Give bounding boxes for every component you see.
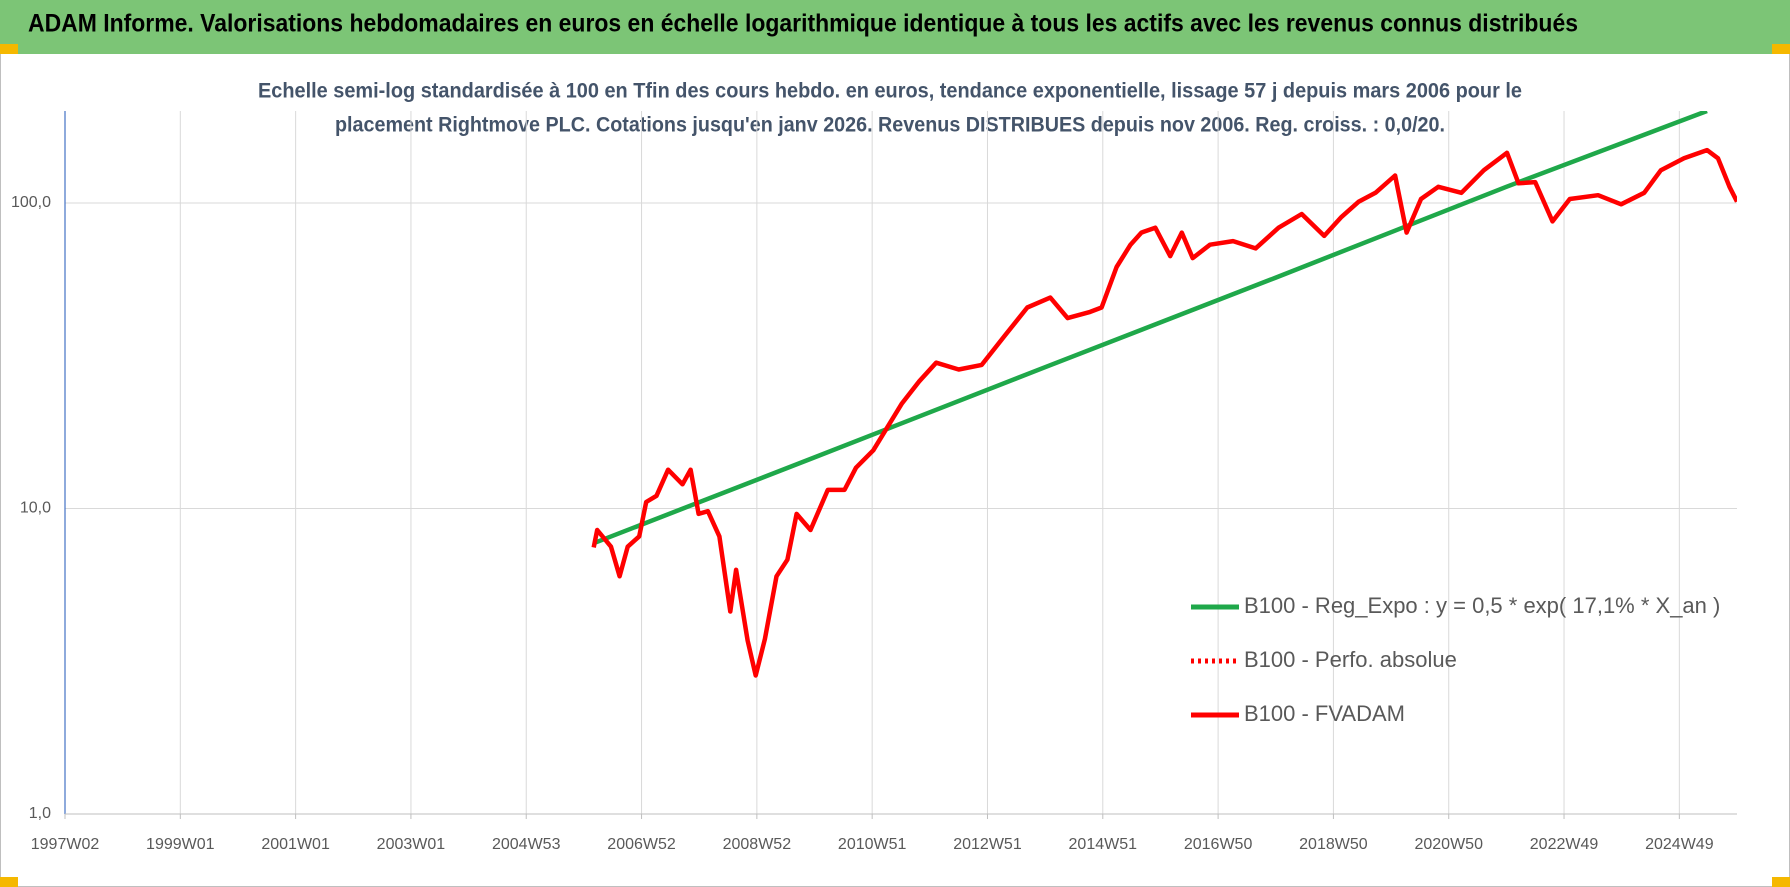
x-tick-label: 2012W51 bbox=[953, 836, 1022, 853]
x-tick-label: 2020W50 bbox=[1414, 836, 1483, 853]
x-tick-label: 2024W49 bbox=[1645, 836, 1714, 853]
x-tick-label: 2010W51 bbox=[838, 836, 907, 853]
corner-mark bbox=[0, 44, 18, 54]
series-line bbox=[592, 111, 1708, 546]
chart-subtitle: Echelle semi-log standardisée à 100 en T… bbox=[258, 80, 1522, 103]
corner-mark bbox=[0, 877, 18, 887]
y-tick-label: 100,0 bbox=[11, 194, 51, 211]
x-tick-label: 1997W02 bbox=[31, 836, 100, 853]
x-tick-label: 2004W53 bbox=[492, 836, 561, 853]
x-tick-label: 2022W49 bbox=[1530, 836, 1599, 853]
x-tick-label: 2014W51 bbox=[1069, 836, 1138, 853]
title-bar bbox=[0, 0, 1790, 54]
legend-label: B100 - FVADAM bbox=[1244, 701, 1405, 726]
x-tick-label: 2003W01 bbox=[377, 836, 446, 853]
corner-mark bbox=[1772, 877, 1790, 887]
x-tick-label: 2008W52 bbox=[723, 836, 792, 853]
legend-label: B100 - Reg_Expo : y = 0,5 * exp( 17,1% *… bbox=[1244, 593, 1720, 618]
x-tick-label: 2016W50 bbox=[1184, 836, 1253, 853]
chart-subtitle: placement Rightmove PLC. Cotations jusqu… bbox=[335, 114, 1445, 137]
x-tick-label: 1999W01 bbox=[146, 836, 215, 853]
x-tick-label: 2018W50 bbox=[1299, 836, 1368, 853]
x-tick-label: 2001W01 bbox=[261, 836, 330, 853]
corner-mark bbox=[1772, 44, 1790, 54]
y-tick-label: 10,0 bbox=[20, 500, 51, 517]
legend-label: B100 - Perfo. absolue bbox=[1244, 647, 1457, 672]
series-line bbox=[591, 147, 1737, 678]
plot-area bbox=[591, 111, 1737, 678]
y-tick-label: 1,0 bbox=[29, 805, 51, 822]
x-tick-label: 2006W52 bbox=[607, 836, 676, 853]
chart-title: ADAM Informe. Valorisations hebdomadaire… bbox=[28, 10, 1578, 38]
